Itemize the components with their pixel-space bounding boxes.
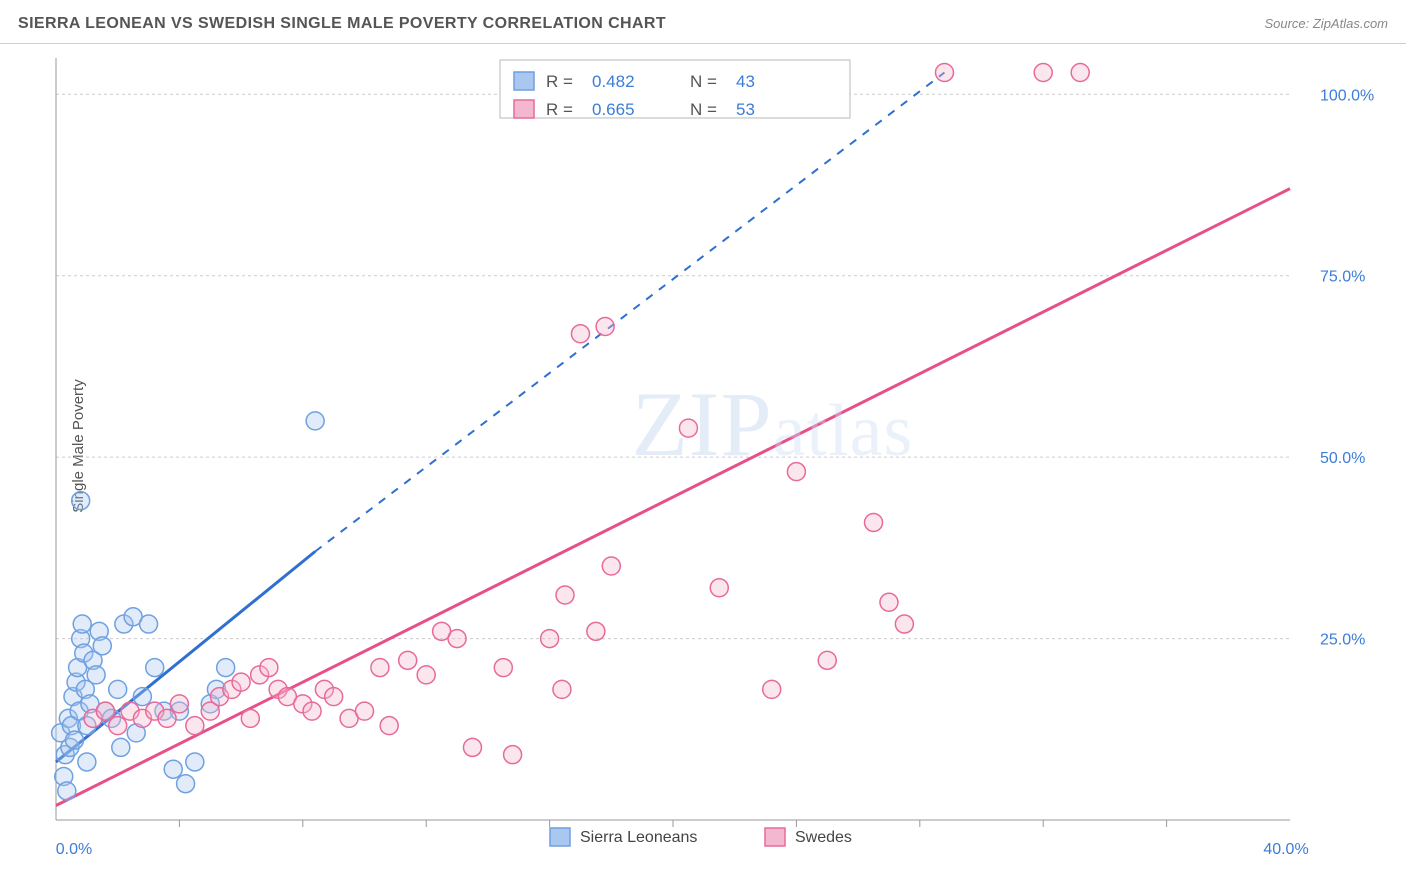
data-point <box>109 717 127 735</box>
svg-text:R =: R = <box>546 72 573 91</box>
data-point <box>232 673 250 691</box>
legend-swatch <box>550 828 570 846</box>
data-point <box>818 651 836 669</box>
data-point <box>241 709 259 727</box>
data-point <box>417 666 435 684</box>
svg-text:53: 53 <box>736 100 755 119</box>
data-point <box>164 760 182 778</box>
svg-text:0.0%: 0.0% <box>56 841 92 858</box>
data-point <box>66 731 84 749</box>
data-point <box>356 702 374 720</box>
data-point <box>935 64 953 82</box>
source-label: Source: ZipAtlas.com <box>1264 16 1388 31</box>
svg-text:0.482: 0.482 <box>592 72 635 91</box>
svg-text:R =: R = <box>546 100 573 119</box>
legend-swatch <box>765 828 785 846</box>
data-point <box>1034 64 1052 82</box>
data-point <box>260 659 278 677</box>
data-point <box>112 738 130 756</box>
data-point <box>78 753 96 771</box>
svg-text:0.665: 0.665 <box>592 100 635 119</box>
svg-text:43: 43 <box>736 72 755 91</box>
svg-text:N =: N = <box>690 100 717 119</box>
data-point <box>303 702 321 720</box>
data-point <box>553 680 571 698</box>
data-point <box>494 659 512 677</box>
data-point <box>463 738 481 756</box>
data-point <box>109 680 127 698</box>
data-point <box>73 615 91 633</box>
header: SIERRA LEONEAN VS SWEDISH SINGLE MALE PO… <box>0 0 1406 44</box>
data-point <box>158 709 176 727</box>
data-point <box>880 593 898 611</box>
data-point <box>186 753 204 771</box>
data-point <box>306 412 324 430</box>
data-point <box>587 622 605 640</box>
data-point <box>448 630 466 648</box>
legend-label: Swedes <box>795 829 852 846</box>
data-point <box>146 659 164 677</box>
data-point <box>541 630 559 648</box>
data-point <box>87 666 105 684</box>
svg-text:50.0%: 50.0% <box>1320 450 1365 467</box>
data-point <box>133 688 151 706</box>
data-point <box>602 557 620 575</box>
data-point <box>177 775 195 793</box>
scatter-chart: 25.0% 50.0% 75.0% 100.0% 0.0% 40.0% R = 0.482 N … <box>50 50 1380 860</box>
data-point <box>217 659 235 677</box>
data-point <box>58 782 76 800</box>
data-point <box>72 492 90 510</box>
data-point <box>380 717 398 735</box>
data-point <box>787 463 805 481</box>
data-point <box>186 717 204 735</box>
data-point <box>504 746 522 764</box>
svg-text:100.0%: 100.0% <box>1320 87 1374 104</box>
svg-text:N =: N = <box>690 72 717 91</box>
data-point <box>710 579 728 597</box>
data-point <box>399 651 417 669</box>
data-point <box>371 659 389 677</box>
data-point <box>679 419 697 437</box>
data-point <box>1071 64 1089 82</box>
plot-area: 25.0% 50.0% 75.0% 100.0% 0.0% 40.0% R = 0.482 N … <box>50 50 1388 862</box>
data-point <box>895 615 913 633</box>
legend-label: Sierra Leoneans <box>580 829 697 846</box>
data-point <box>865 513 883 531</box>
data-point <box>93 637 111 655</box>
data-point <box>571 325 589 343</box>
svg-text:40.0%: 40.0% <box>1263 841 1308 858</box>
chart-title: SIERRA LEONEAN VS SWEDISH SINGLE MALE PO… <box>18 15 666 33</box>
data-point <box>596 318 614 336</box>
data-point <box>170 695 188 713</box>
data-point <box>556 586 574 604</box>
data-point <box>96 702 114 720</box>
data-point <box>763 680 781 698</box>
svg-text:75.0%: 75.0% <box>1320 269 1365 286</box>
data-point <box>325 688 343 706</box>
data-point <box>140 615 158 633</box>
svg-text:25.0%: 25.0% <box>1320 632 1365 649</box>
